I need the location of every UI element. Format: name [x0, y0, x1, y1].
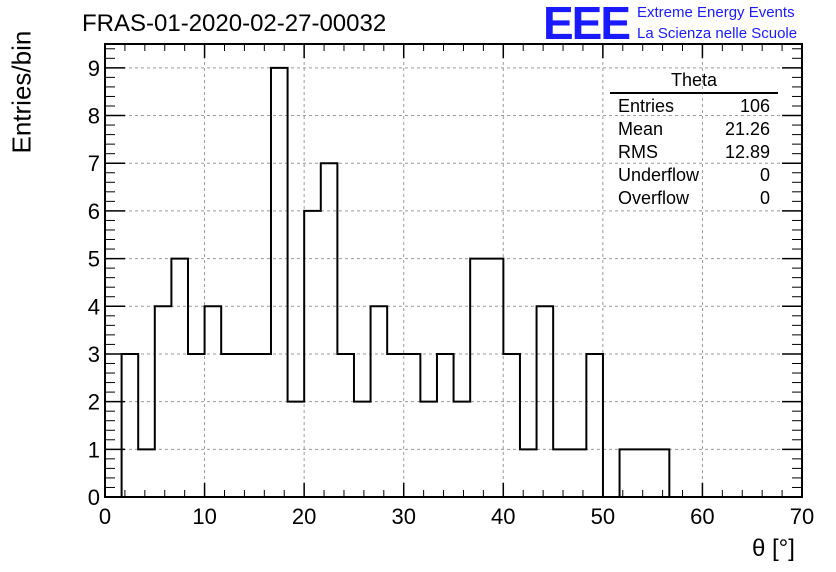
stat-value: 106: [739, 96, 770, 116]
x-axis-label: θ [°]: [752, 535, 795, 562]
y-tick-label: 7: [88, 151, 100, 176]
stat-label: Overflow: [618, 188, 690, 208]
chart-title: FRAS-01-2020-02-27-00032: [82, 10, 387, 37]
histogram-outline: [105, 66, 803, 498]
x-tick-label: 30: [391, 504, 415, 529]
x-tick-label: 0: [99, 504, 111, 529]
stat-row-entries: Entries 106: [610, 96, 778, 119]
y-tick-label: 9: [88, 56, 100, 81]
stats-box: Theta Entries 106 Mean 21.26 RMS 12.89 U…: [610, 70, 778, 211]
y-tick-label: 1: [88, 437, 100, 462]
plot-frame-rect: [104, 43, 803, 498]
stat-row-mean: Mean 21.26: [610, 119, 778, 142]
x-tick-label: 10: [192, 504, 216, 529]
eee-logo: EEE: [543, 0, 631, 49]
stat-row-rms: RMS 12.89: [610, 142, 778, 165]
stat-label: Mean: [618, 119, 664, 139]
logo-text-line2: La Scienza nelle Scuole: [637, 25, 798, 42]
logo-text-line1: Extreme Energy Events: [637, 4, 795, 21]
histogram-series: [105, 66, 803, 498]
stat-value: 12.89: [724, 142, 770, 162]
stat-value: 21.26: [724, 119, 770, 139]
y-tick-label: 2: [88, 390, 100, 415]
y-tick-label: 0: [88, 485, 100, 510]
stat-label: Entries: [618, 96, 675, 116]
stat-value: 0: [759, 188, 770, 208]
y-tick-label: 8: [88, 104, 100, 129]
plot-frame: [104, 43, 803, 498]
x-tick-label: 60: [690, 504, 714, 529]
x-tick-label: 50: [591, 504, 615, 529]
stats-title: Theta: [610, 70, 778, 94]
y-tick-label: 5: [88, 247, 100, 272]
y-tick-label: 6: [88, 199, 100, 224]
stat-row-underflow: Underflow 0: [610, 165, 778, 188]
stat-value: 0: [759, 165, 770, 185]
stat-label: Underflow: [618, 165, 700, 185]
stat-row-overflow: Overflow 0: [610, 188, 778, 211]
y-tick-label: 3: [88, 342, 100, 367]
axis-ticks: 0 10 20 30 40 50 60 70 0 1 2 3 4 5 6 7 8 9: [88, 44, 814, 529]
x-tick-label: 40: [491, 504, 515, 529]
y-tick-label: 4: [88, 294, 100, 319]
x-tick-label: 70: [790, 504, 814, 529]
stat-label: RMS: [618, 142, 658, 162]
y-axis-label: Entries/bin: [6, 30, 37, 154]
x-tick-label: 20: [292, 504, 316, 529]
